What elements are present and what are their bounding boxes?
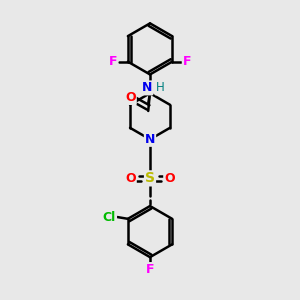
Text: F: F: [146, 263, 154, 276]
Text: O: O: [125, 91, 136, 104]
Text: H: H: [156, 81, 164, 94]
Text: S: S: [145, 171, 155, 185]
Text: F: F: [183, 55, 191, 68]
Text: N: N: [145, 133, 155, 146]
Text: O: O: [125, 172, 136, 185]
Text: F: F: [109, 55, 117, 68]
Text: O: O: [164, 172, 175, 185]
Text: N: N: [142, 81, 152, 94]
Text: Cl: Cl: [103, 211, 116, 224]
